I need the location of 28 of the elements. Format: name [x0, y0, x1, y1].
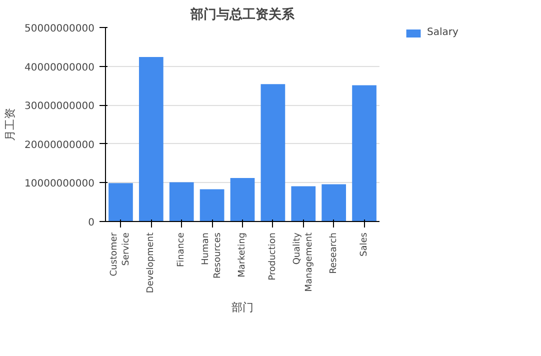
bar — [169, 182, 194, 222]
y-tick-label: 50000000000 — [24, 24, 95, 34]
x-tick-label: Human Resources — [201, 232, 224, 278]
legend-label: Salary — [427, 27, 458, 38]
y-tick-label: 20000000000 — [24, 140, 95, 151]
bar — [291, 186, 316, 222]
x-tick-label: Sales — [359, 232, 370, 256]
x-axis-title: 部门 — [232, 301, 254, 314]
y-tick-label: 40000000000 — [24, 62, 95, 74]
y-tick-label: 0 — [88, 218, 95, 228]
x-tick-label: Research — [328, 232, 339, 274]
x-tick-label: Customer Service — [110, 232, 132, 276]
x-tick-label: Production — [268, 232, 278, 280]
x-tick-label: Marketing — [238, 232, 248, 278]
chart-title: 部门与总工资关系 — [190, 6, 296, 22]
y-tick-label: 30000000000 — [24, 101, 95, 112]
y-axis-title: 月工资 — [4, 108, 17, 141]
x-tick-label: Development — [146, 232, 156, 294]
x-tick-label: Finance — [176, 232, 187, 267]
x-tick-label: Quality Management — [292, 232, 314, 292]
y-tick-label: 10000000000 — [24, 178, 95, 190]
bar — [138, 56, 164, 222]
bar — [108, 183, 133, 222]
bar — [260, 84, 286, 222]
bar — [230, 178, 255, 222]
bar — [322, 184, 346, 222]
bar — [200, 189, 224, 222]
bar — [352, 85, 376, 222]
